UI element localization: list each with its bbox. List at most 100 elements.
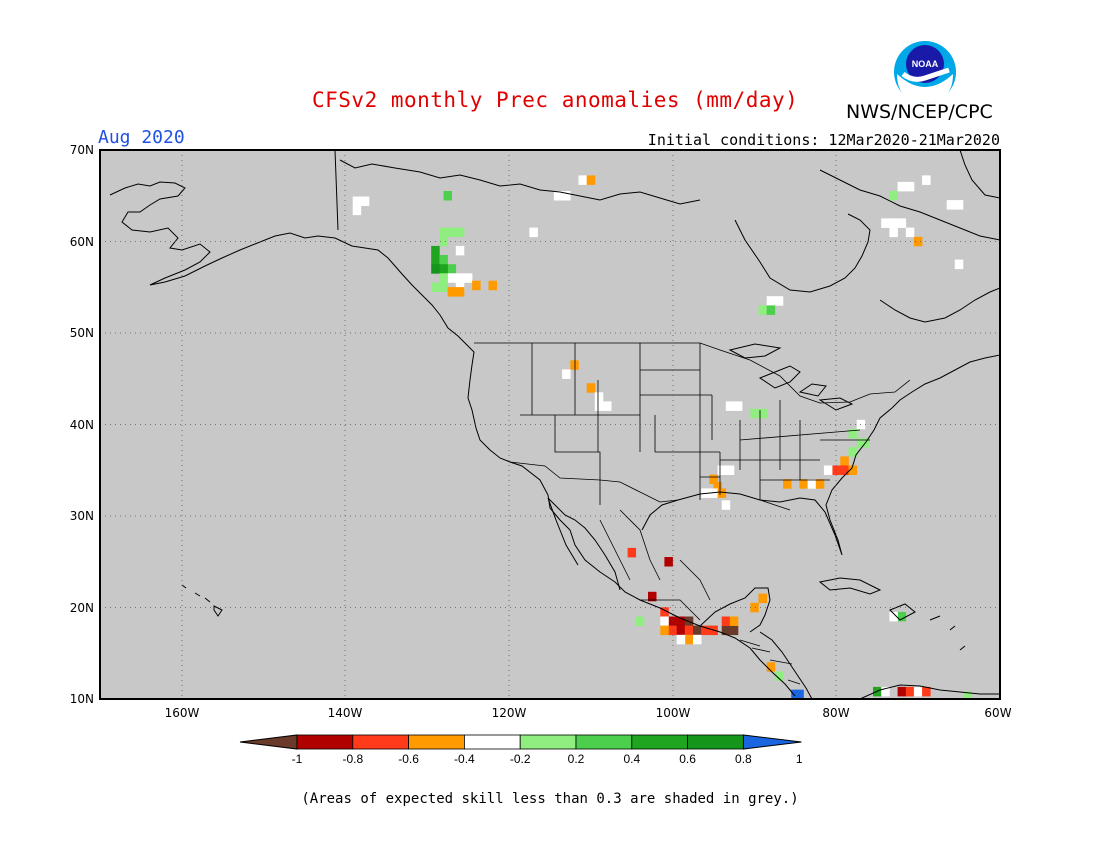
lat-label-10n: 10N [70,692,94,706]
lon-label-160w: 160W [165,706,200,720]
anomaly-cell [684,634,694,645]
anomaly-cell [840,465,849,475]
anomaly-cell [889,191,898,201]
anomaly-cell [455,287,465,297]
anomaly-cell [447,287,457,297]
lat-label-50n: 50N [70,326,94,340]
anomaly-cell [443,191,452,201]
anomaly-cell [774,671,784,681]
anomaly-cell [439,282,448,292]
anomaly-cell [439,273,448,283]
lat-label-70n: 70N [70,143,94,157]
lat-label-40n: 40N [70,418,94,432]
lat-label-30n: 30N [70,509,94,523]
anomaly-cell [758,593,767,604]
anomaly-cell [603,401,612,411]
lat-label-60n: 60N [70,235,94,249]
anomaly-cell [758,408,767,419]
anomaly-cell [578,175,587,185]
colorbar-tick-label: 0.8 [735,752,752,766]
anomaly-cell [676,616,686,626]
anomaly-cell [807,479,817,489]
lat-labels: 70N 60N 50N 40N 30N 20N 10N [70,143,94,706]
anomaly-cell [693,634,702,645]
colorbar-segment [631,734,688,750]
colorbar-tick-label: -0.8 [342,752,363,766]
colorbar-segment [463,734,521,750]
anomaly-cell [799,479,808,489]
anomaly-cell [664,557,673,567]
forecast-month-label: Aug 2020 [98,127,185,148]
colorbar-arrow-high [742,734,802,750]
coastline-gulf-east [641,354,1000,556]
anomaly-cell [463,273,473,283]
anomaly-cell [439,264,448,274]
anomaly-cell [360,196,370,206]
coastlines [109,150,1000,699]
logo-wave [901,67,950,82]
anomaly-cell [709,488,718,498]
anomaly-cell [721,625,731,636]
map-frame [99,149,1001,700]
skill-footnote: (Areas of expected skill less than 0.3 a… [301,791,799,807]
anomaly-cell [766,305,776,315]
coastline-greenland [959,150,1000,199]
anomaly-cell [840,456,849,466]
anomaly-cell [455,245,465,256]
colorbar-tick-label: 0.4 [623,752,640,766]
coastline-arctic [334,150,701,231]
colorbar-segment [519,734,577,750]
anomaly-cell [553,191,563,201]
anomaly-cell [766,296,776,306]
colorbar-tick-label: 0.6 [679,752,696,766]
anomaly-cell [889,611,898,622]
graticule [100,150,1000,699]
coastline-hudson-bay [734,213,871,293]
anomaly-cell [352,196,362,206]
anomaly-cell [848,447,857,457]
anomaly-cell [635,616,645,626]
anomaly-cell [897,218,907,228]
logo-bird-shape [897,74,953,103]
anomaly-cell [905,227,915,238]
hawaii-islands [181,584,223,617]
anomaly-cell [750,602,759,613]
anomaly-cell [721,616,731,626]
coastline-alaska [109,181,796,697]
anomaly-cell [922,686,931,697]
anomaly-cell [881,218,890,228]
lon-label-100w: 100W [656,706,691,720]
logo-text: NOAA [912,59,939,69]
anomaly-cell [439,255,448,265]
us-mexico-border [509,461,679,503]
anomaly-cell [439,227,448,238]
anomaly-cell [783,479,792,489]
colorbar-arrow-low [239,734,298,750]
anomaly-cell [529,227,538,238]
colorbar-tick-label: 1 [796,752,803,766]
anomaly-cell [352,205,362,216]
anomaly-cell [562,191,571,201]
caribbean-islands [818,577,966,651]
anomaly-cell [729,616,739,626]
anomaly-cell [431,245,440,256]
anomaly-cell [889,227,898,238]
mexico-state-lines [599,509,711,621]
anomaly-cell [447,273,457,283]
anomaly-cell [815,479,825,489]
lon-label-80w: 80W [822,706,849,720]
anomaly-cell [648,591,657,602]
anomaly-cell [766,662,776,672]
anomaly-cell [660,616,669,626]
anomaly-cell [848,428,857,439]
anomaly-cell [897,181,907,192]
anomaly-cell [488,280,497,291]
coastline-labrador [879,287,1000,323]
agency-label: NWS/NCEP/CPC [846,101,993,123]
anomaly-cell [725,465,735,475]
lon-label-120w: 120W [492,706,527,720]
anomaly-cell [562,369,571,379]
anomaly-cell [795,689,804,699]
lon-labels: 160W 140W 120W 100W 80W 60W [165,706,1012,720]
colorbar-segment [352,734,409,750]
